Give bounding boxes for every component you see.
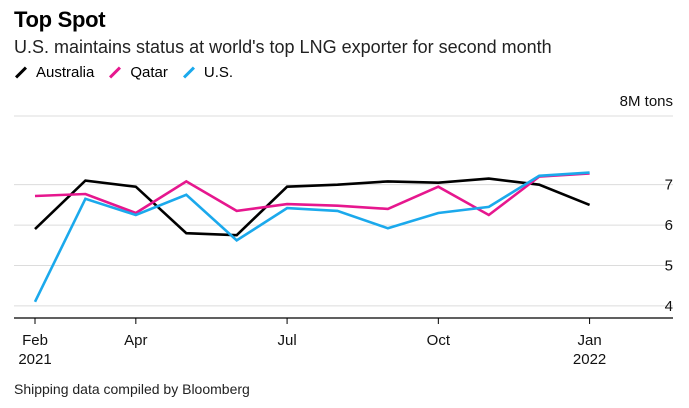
x-tick-label: Feb: [22, 332, 48, 349]
chart-subtitle: U.S. maintains status at world's top LNG…: [14, 37, 552, 57]
legend-label-qatar: Qatar: [130, 64, 168, 81]
y-axis-ticks: 4 5 6 7: [665, 177, 673, 315]
x-tick-label: Jul: [277, 332, 296, 349]
chart-title: Top Spot: [14, 7, 106, 32]
series-line-australia: [34, 177, 591, 237]
x-tick-label: Jan: [577, 332, 601, 349]
legend-item-us: U.S.: [182, 64, 233, 81]
legend-item-australia: Australia: [14, 64, 94, 81]
legend-label-australia: Australia: [36, 64, 95, 81]
series-lines: [33, 171, 591, 303]
series-line-us: [33, 171, 590, 303]
y-tick-label: 7: [665, 177, 673, 194]
legend: Australia Qatar U.S.: [14, 64, 247, 81]
x-tick-label: Oct: [427, 332, 451, 349]
x-tick-sublabel: 2021: [18, 351, 51, 368]
y-tick-label: 6: [665, 217, 673, 234]
series-line-qatar: [34, 172, 590, 217]
gridlines: [14, 115, 673, 319]
legend-label-us: U.S.: [203, 64, 234, 81]
y-tick-label: 4: [665, 298, 673, 315]
source-note: Shipping data compiled by Bloomberg: [14, 381, 250, 397]
y-tick-label: 5: [665, 257, 673, 274]
legend-item-qatar: Qatar: [108, 64, 168, 81]
x-tick-sublabel: 2022: [573, 351, 606, 368]
x-tick-label: Apr: [124, 332, 147, 349]
y-unit-label: 8M tons: [620, 93, 673, 110]
x-axis-ticks: Feb 2021 Apr Jul Oct Jan 2022: [18, 318, 606, 368]
